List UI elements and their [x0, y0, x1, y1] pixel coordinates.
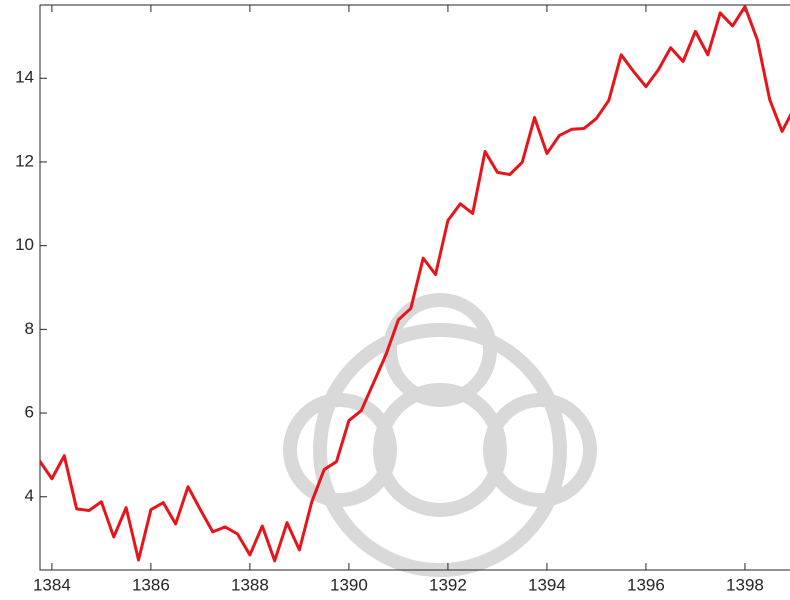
y-tick-label: 12: [15, 151, 34, 170]
x-tick-label: 1388: [231, 575, 269, 594]
y-tick-label: 10: [15, 235, 34, 254]
x-tick-label: 1394: [528, 575, 566, 594]
x-tick-label: 1398: [726, 575, 764, 594]
x-tick-label: 1392: [429, 575, 467, 594]
line: [40, 5, 790, 563]
axes-frame: [39, 4, 790, 571]
x-tick-label: 1386: [132, 575, 170, 594]
x-tick-label: 1390: [330, 575, 368, 594]
y-tick-label: 4: [25, 486, 34, 505]
watermark: [283, 293, 597, 577]
y-tick-label: 8: [25, 319, 34, 338]
y-tick-label: 6: [25, 403, 34, 422]
x-tick-label: 1384: [33, 575, 71, 594]
x-tick-label: 1396: [627, 575, 665, 594]
y-tick-label: 14: [15, 68, 34, 87]
